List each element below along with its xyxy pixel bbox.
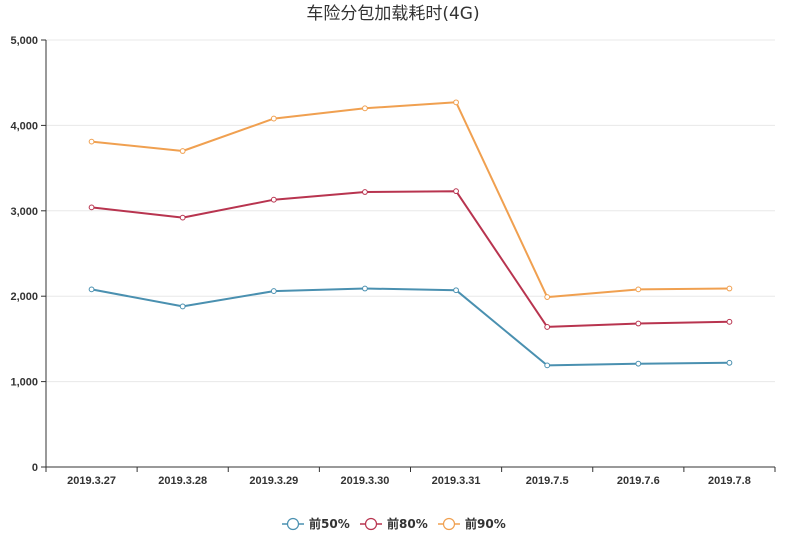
- legend-circle-icon: [442, 517, 456, 531]
- y-tick-label: 3,000: [10, 206, 38, 218]
- legend-item[interactable]: 前50%: [282, 516, 350, 531]
- chart-title: 车险分包加载耗时(4G): [306, 4, 479, 24]
- x-axis-tick-labels: 2019.3.27 2019.3.28 2019.3.29 2019.3.30 2019…: [67, 475, 751, 487]
- data-point[interactable]: [726, 359, 733, 366]
- legend-label: 前80%: [387, 516, 428, 531]
- data-point[interactable]: [544, 294, 551, 300]
- legend-item[interactable]: 前90%: [438, 516, 506, 531]
- series-line: [91, 101, 730, 299]
- data-point[interactable]: [179, 214, 186, 221]
- data-point[interactable]: [453, 188, 459, 195]
- data-point[interactable]: [88, 286, 95, 293]
- data-point[interactable]: [726, 285, 733, 292]
- series-2: [88, 99, 733, 300]
- legend-circle-icon: [286, 517, 300, 531]
- x-tick-label: 2019.7.8: [708, 475, 751, 487]
- series-1: [88, 188, 733, 330]
- y-tick-label: 2,000: [10, 291, 38, 303]
- series-line: [91, 287, 730, 367]
- data-point[interactable]: [544, 324, 551, 330]
- data-point[interactable]: [270, 288, 277, 294]
- x-tick-label: 2019.3.29: [249, 475, 298, 487]
- y-tick-label: 0: [32, 462, 38, 474]
- y-tick-label: 5,000: [10, 35, 38, 47]
- x-tick-label: 2019.7.6: [617, 475, 660, 487]
- x-tick-label: 2019.3.28: [158, 475, 207, 487]
- x-tick-label: 2019.3.30: [340, 475, 389, 487]
- data-point[interactable]: [362, 189, 368, 195]
- x-tick-label: 2019.7.5: [526, 475, 569, 487]
- legend[interactable]: 前50% 前80% 前90%: [282, 516, 506, 531]
- data-point[interactable]: [270, 196, 277, 203]
- data-point[interactable]: [635, 320, 642, 327]
- x-tick-label: 2019.3.27: [67, 475, 116, 487]
- data-point[interactable]: [635, 360, 642, 367]
- series-lines: [88, 99, 733, 369]
- grid-lines: [46, 39, 775, 383]
- data-point[interactable]: [179, 148, 186, 154]
- series-0: [88, 285, 733, 369]
- axes: [41, 39, 776, 472]
- y-tick-label: 1,000: [10, 377, 38, 389]
- data-point[interactable]: [453, 99, 459, 106]
- legend-item[interactable]: 前80%: [360, 516, 428, 531]
- data-point[interactable]: [88, 138, 95, 145]
- data-point[interactable]: [544, 362, 551, 369]
- series-line: [91, 190, 730, 328]
- legend-label: 前50%: [309, 516, 350, 531]
- data-point[interactable]: [453, 287, 459, 294]
- y-axis-tick-labels: 0 1,000 2,000 3,000 4,000 5,000: [10, 35, 38, 474]
- data-point[interactable]: [270, 115, 277, 122]
- data-point[interactable]: [179, 303, 186, 310]
- data-point[interactable]: [88, 204, 95, 211]
- x-tick-label: 2019.3.31: [432, 475, 481, 487]
- data-point[interactable]: [635, 286, 642, 293]
- y-tick-label: 4,000: [10, 120, 38, 132]
- data-point[interactable]: [362, 105, 368, 112]
- legend-circle-icon: [364, 517, 378, 531]
- data-point[interactable]: [362, 285, 368, 292]
- legend-label: 前90%: [465, 516, 506, 531]
- data-point[interactable]: [726, 318, 733, 325]
